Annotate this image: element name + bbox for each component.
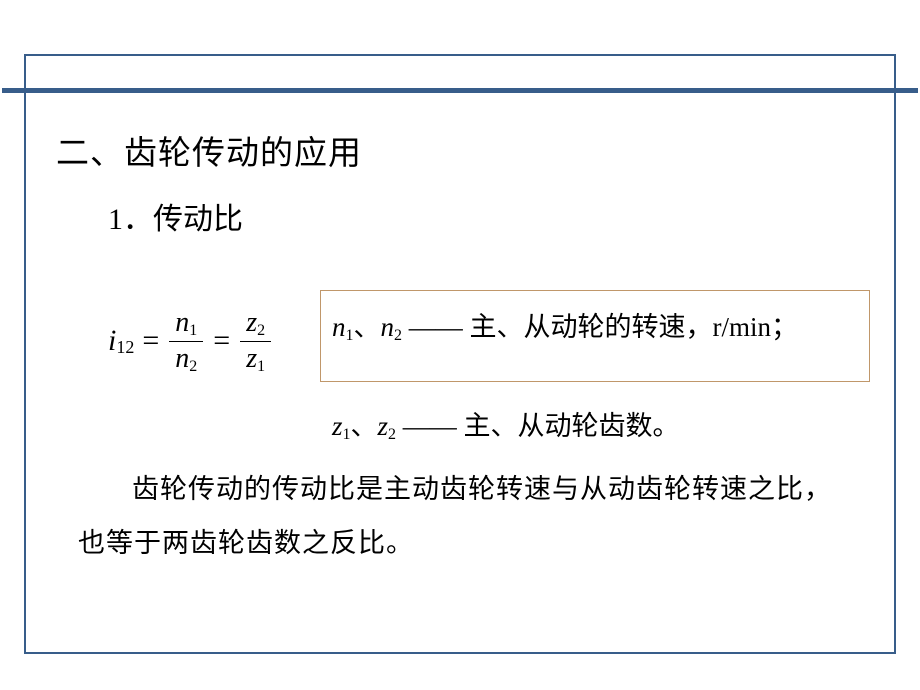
frac2-num: z2 bbox=[240, 306, 271, 341]
formula-frac-2: z2 z1 bbox=[240, 306, 271, 377]
transmission-ratio-formula: i12 = n1 n2 = z2 z1 bbox=[108, 306, 273, 377]
frac2-den: z1 bbox=[240, 342, 271, 377]
heading-text: 齿轮传动的应用 bbox=[124, 136, 362, 172]
formula-eq-1: = bbox=[142, 324, 159, 358]
legend1-v2: n bbox=[381, 312, 395, 342]
body-paragraph: 齿轮传动的传动比是主动齿轮转速与从动齿轮转速之比，也等于两齿轮齿数之反比。 bbox=[78, 462, 858, 570]
subheading-number: 1． bbox=[108, 203, 153, 236]
legend2-v2: z bbox=[378, 411, 389, 441]
legend1-text: 主、从动轮的转速，r/min； bbox=[470, 312, 799, 342]
formula-lhs-var: i bbox=[108, 324, 116, 358]
frac1-den: n2 bbox=[169, 342, 203, 377]
legend2-v1: z bbox=[332, 411, 343, 441]
subheading-text: 传动比 bbox=[153, 203, 243, 236]
legend1-v1: n bbox=[332, 312, 346, 342]
legend2-text: 主、从动轮齿数。 bbox=[464, 411, 680, 441]
section-heading: 二、齿轮传动的应用 bbox=[56, 126, 362, 174]
formula-frac-1: n1 n2 bbox=[169, 306, 203, 377]
formula-eq-2: = bbox=[213, 324, 230, 358]
legend-line-2: z1、z2 —— 主、从动轮齿数。 bbox=[332, 404, 680, 443]
frac1-num: n1 bbox=[169, 306, 203, 341]
legend-line-1: n1、n2 —— 主、从动轮的转速，r/min； bbox=[332, 302, 872, 353]
heading-number: 二、 bbox=[56, 136, 124, 172]
formula-lhs-sub: 12 bbox=[116, 337, 134, 358]
subsection-heading: 1．传动比 bbox=[108, 194, 243, 238]
slide: 二、齿轮传动的应用 1．传动比 i12 = n1 n2 = z2 z1 n1、n… bbox=[0, 0, 920, 690]
